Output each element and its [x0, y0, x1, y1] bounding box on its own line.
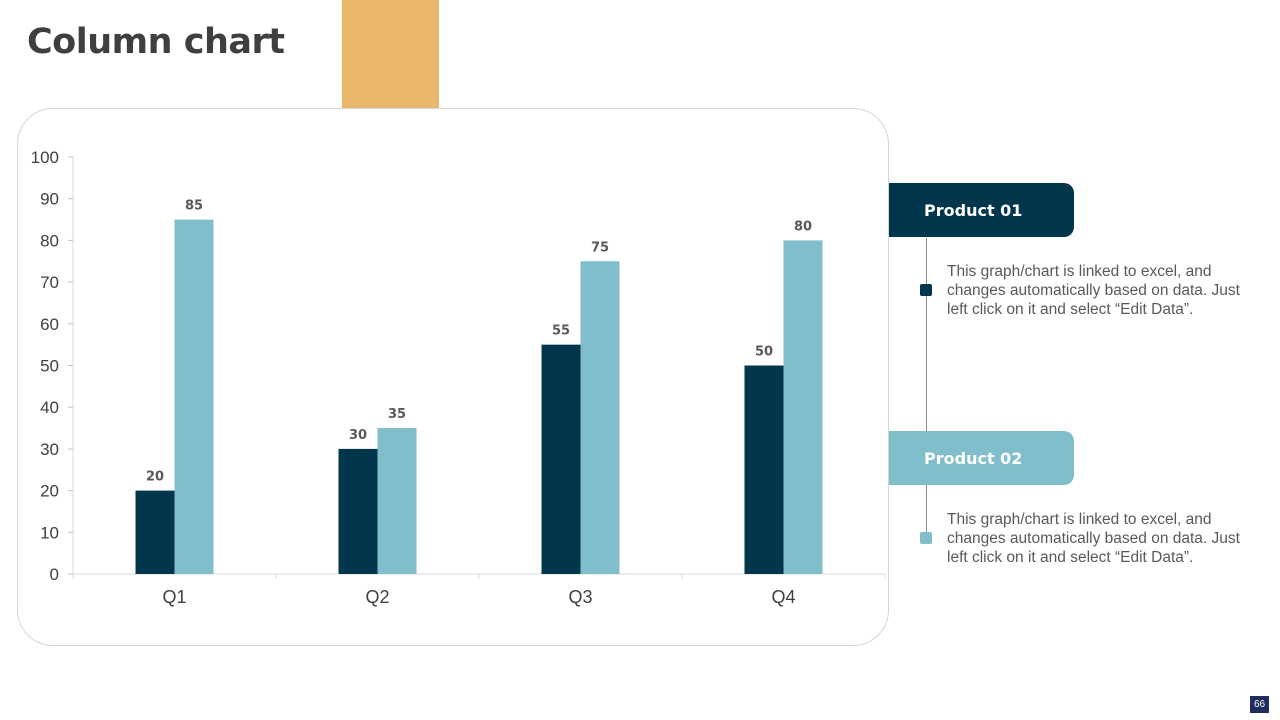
y-axis-tick-label: 80 [40, 231, 59, 250]
bar-data-label: 80 [794, 219, 812, 234]
y-axis-tick-label: 30 [40, 440, 59, 459]
bar-product-01 [744, 365, 784, 574]
legend-header-product-01: Product 01 [889, 183, 1074, 237]
y-axis-tick-label: 40 [40, 398, 59, 417]
page-title: Column chart [27, 22, 285, 62]
accent-block [342, 0, 439, 108]
bar-product-01 [338, 448, 378, 574]
y-axis-tick-label: 20 [40, 482, 59, 501]
legend-label-product-01: Product 01 [924, 200, 1023, 220]
y-axis-tick-label: 0 [50, 565, 59, 584]
column-chart: 0 10 20 30 40 50 60 70 80 90 100 Q1 20 85 Q2 30 35 Q3 55 7… [31, 148, 886, 607]
y-axis-tick-label: 70 [40, 273, 59, 292]
bar-product-02 [580, 261, 620, 574]
bar-product-02 [174, 219, 214, 575]
legend-marker-product-02 [920, 532, 932, 544]
legend-marker-product-01 [920, 284, 932, 296]
legend-description-product-01: This graph/chart is linked to excel, and… [947, 263, 1240, 318]
y-axis-tick-label: 100 [31, 148, 59, 167]
x-axis-category-label: Q3 [568, 587, 592, 607]
legend-connector-line [926, 238, 927, 538]
bar-data-label: 20 [146, 470, 164, 485]
bar-data-label: 30 [349, 428, 367, 443]
x-axis-category-label: Q1 [162, 587, 186, 607]
bar-product-01 [135, 490, 175, 574]
bar-product-02 [783, 240, 823, 574]
y-axis-tick-label: 90 [40, 190, 59, 209]
bar-product-01 [541, 344, 581, 574]
y-axis-tick-label: 60 [40, 315, 59, 334]
y-axis-tick-label: 10 [40, 523, 59, 542]
page-number: 66 [1250, 696, 1269, 713]
legend-header-product-02: Product 02 [889, 431, 1074, 485]
legend-description-product-02: This graph/chart is linked to excel, and… [947, 511, 1240, 566]
bar-data-label: 75 [591, 240, 609, 255]
bar-data-label: 85 [185, 199, 203, 214]
bar-data-label: 50 [755, 345, 773, 360]
bar-data-label: 55 [552, 324, 570, 339]
x-axis-category-label: Q4 [771, 587, 795, 607]
x-axis-category-label: Q2 [365, 587, 389, 607]
y-axis-tick-label: 50 [40, 357, 59, 376]
bar-product-02 [377, 428, 417, 574]
chart-card: 0 10 20 30 40 50 60 70 80 90 100 Q1 20 85 Q2 30 35 Q3 55 7… [17, 108, 889, 646]
bar-data-label: 35 [388, 407, 406, 422]
legend-label-product-02: Product 02 [924, 448, 1023, 468]
